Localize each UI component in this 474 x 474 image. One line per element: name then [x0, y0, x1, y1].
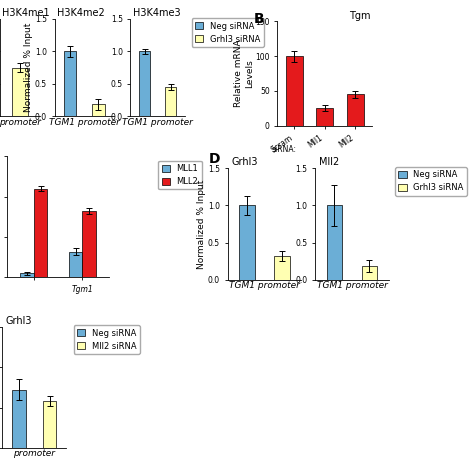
Bar: [327, 205, 342, 280]
Bar: [347, 94, 364, 126]
Legend: Neg siRNA, Grhl3 siRNA: Neg siRNA, Grhl3 siRNA: [395, 167, 467, 196]
Legend: Neg siRNA, Grhl3 siRNA: Neg siRNA, Grhl3 siRNA: [192, 18, 264, 47]
X-axis label: TGM1 promoter: TGM1 promoter: [229, 281, 300, 290]
Bar: [82, 211, 96, 277]
Bar: [34, 189, 47, 277]
Text: Tgm: Tgm: [349, 10, 370, 20]
Bar: [12, 390, 26, 448]
Bar: [12, 68, 28, 116]
Text: D: D: [209, 152, 220, 166]
Bar: [274, 256, 290, 280]
Bar: [286, 56, 302, 126]
Bar: [239, 205, 255, 280]
Bar: [92, 104, 105, 116]
Text: Grhl3: Grhl3: [231, 157, 258, 167]
X-axis label: TGM1 promoter: TGM1 promoter: [49, 118, 119, 127]
Bar: [20, 273, 34, 277]
Bar: [69, 252, 82, 277]
Bar: [362, 266, 377, 280]
Bar: [316, 108, 333, 126]
X-axis label: promoter: promoter: [13, 449, 55, 458]
X-axis label: TGM1 promoter: TGM1 promoter: [122, 118, 193, 127]
Y-axis label: Normalized % Input: Normalized % Input: [197, 179, 206, 269]
Bar: [139, 51, 150, 116]
Bar: [64, 51, 76, 116]
Text: H3K4me3: H3K4me3: [133, 8, 181, 18]
Text: H3K4me1: H3K4me1: [2, 8, 50, 18]
X-axis label: TGM1 promoter: TGM1 promoter: [317, 281, 387, 290]
X-axis label: promoter: promoter: [0, 118, 41, 127]
Text: B: B: [254, 12, 264, 26]
Text: siRNA:: siRNA:: [271, 145, 296, 154]
Legend: MLL1, MLL2: MLL1, MLL2: [158, 161, 201, 190]
Text: Mll2: Mll2: [319, 157, 339, 167]
Text: Grhl3: Grhl3: [6, 316, 32, 326]
Y-axis label: Relative mRNA
Levels: Relative mRNA Levels: [234, 40, 254, 107]
Legend: Neg siRNA, Mll2 siRNA: Neg siRNA, Mll2 siRNA: [74, 325, 140, 354]
Bar: [43, 401, 56, 448]
Text: H3K4me2: H3K4me2: [57, 8, 105, 18]
Bar: [165, 87, 176, 116]
Y-axis label: Normalized % Input: Normalized % Input: [24, 23, 33, 112]
